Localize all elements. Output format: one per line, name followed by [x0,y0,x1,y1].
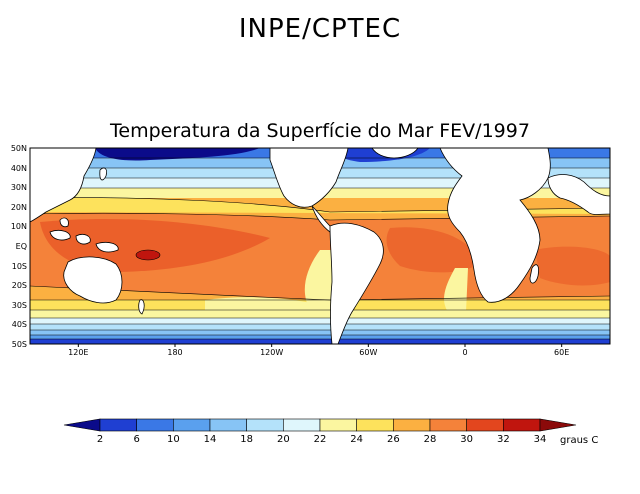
lon-label: 180 [167,348,182,357]
madagascar-landmass [529,264,539,284]
colorbar-level-label: 14 [204,434,217,445]
lat-label: 30S [12,301,27,310]
map-main-title: INPE/CPTEC [238,14,402,44]
colorbar-low-arrow [63,418,101,432]
new-guinea-landmass [95,242,119,253]
colorbar-units-label: graus C [560,435,598,446]
australia-landmass [63,256,123,304]
south-america-landmass [329,222,384,344]
colorbar-swatch [136,418,174,432]
lat-label: 20N [11,203,27,212]
africa-europe-landmass [439,148,551,303]
asia-landmass [30,148,97,223]
lat-label: 50S [12,340,27,349]
greenland-landmass [371,148,419,159]
lat-label: 30N [11,183,27,192]
arabia-india-landmass [547,174,610,215]
colorbar-swatch [209,418,247,432]
colorbar-level-label: 30 [460,434,473,445]
colorbar-swatch [466,418,504,432]
lon-label: 60E [554,348,569,357]
new-zealand-landmass [138,299,145,315]
map-subtitle: Temperatura da Superfície do Mar FEV/199… [110,120,530,142]
colorbar-swatch [503,418,541,432]
colorbar: 2 6 10 14 18 20 22 24 26 28 30 32 34 [63,418,577,445]
lat-label: 40S [12,320,27,329]
japan-landmass [99,167,107,181]
lon-label: 0 [462,348,467,357]
lat-label: 40N [11,164,27,173]
colorbar-swatch [283,418,321,432]
longitude-axis: 120E 180 120W 60W 0 60E [68,344,569,357]
latitude-axis: 50N 40N 30N 20N 10N EQ 10S 20S 30S 40S 5… [11,144,27,349]
colorbar-level-label: 32 [497,434,510,445]
colorbar-level-label: 28 [424,434,437,445]
lon-label: 120E [68,348,88,357]
colorbar-level-label: 34 [534,434,547,445]
colorbar-swatch [99,418,137,432]
lat-label: EQ [16,242,27,251]
colorbar-swatch [246,418,284,432]
lat-label: 10S [12,262,27,271]
lat-label: 10N [11,222,27,231]
lon-label: 120W [260,348,283,357]
lat-label: 20S [12,281,27,290]
colorbar-level-label: 26 [387,434,400,445]
colorbar-level-label: 24 [350,434,363,445]
colorbar-level-label: 2 [97,434,103,445]
colorbar-level-label: 6 [133,434,139,445]
colorbar-level-label: 20 [277,434,290,445]
colorbar-level-label: 10 [167,434,180,445]
colorbar-swatch [319,418,357,432]
colorbar-level-label: 22 [314,434,327,445]
colorbar-swatch [393,418,431,432]
map-frame [29,147,611,345]
colorbar-swatch [429,418,467,432]
colorbar-level-label: 18 [240,434,253,445]
lon-label: 60W [359,348,377,357]
colorbar-swatch [173,418,211,432]
colorbar-swatch [356,418,394,432]
land-masses [30,148,610,344]
indonesia-landmass [49,230,71,241]
lat-label: 50N [11,144,27,153]
colorbar-high-arrow [539,418,577,432]
